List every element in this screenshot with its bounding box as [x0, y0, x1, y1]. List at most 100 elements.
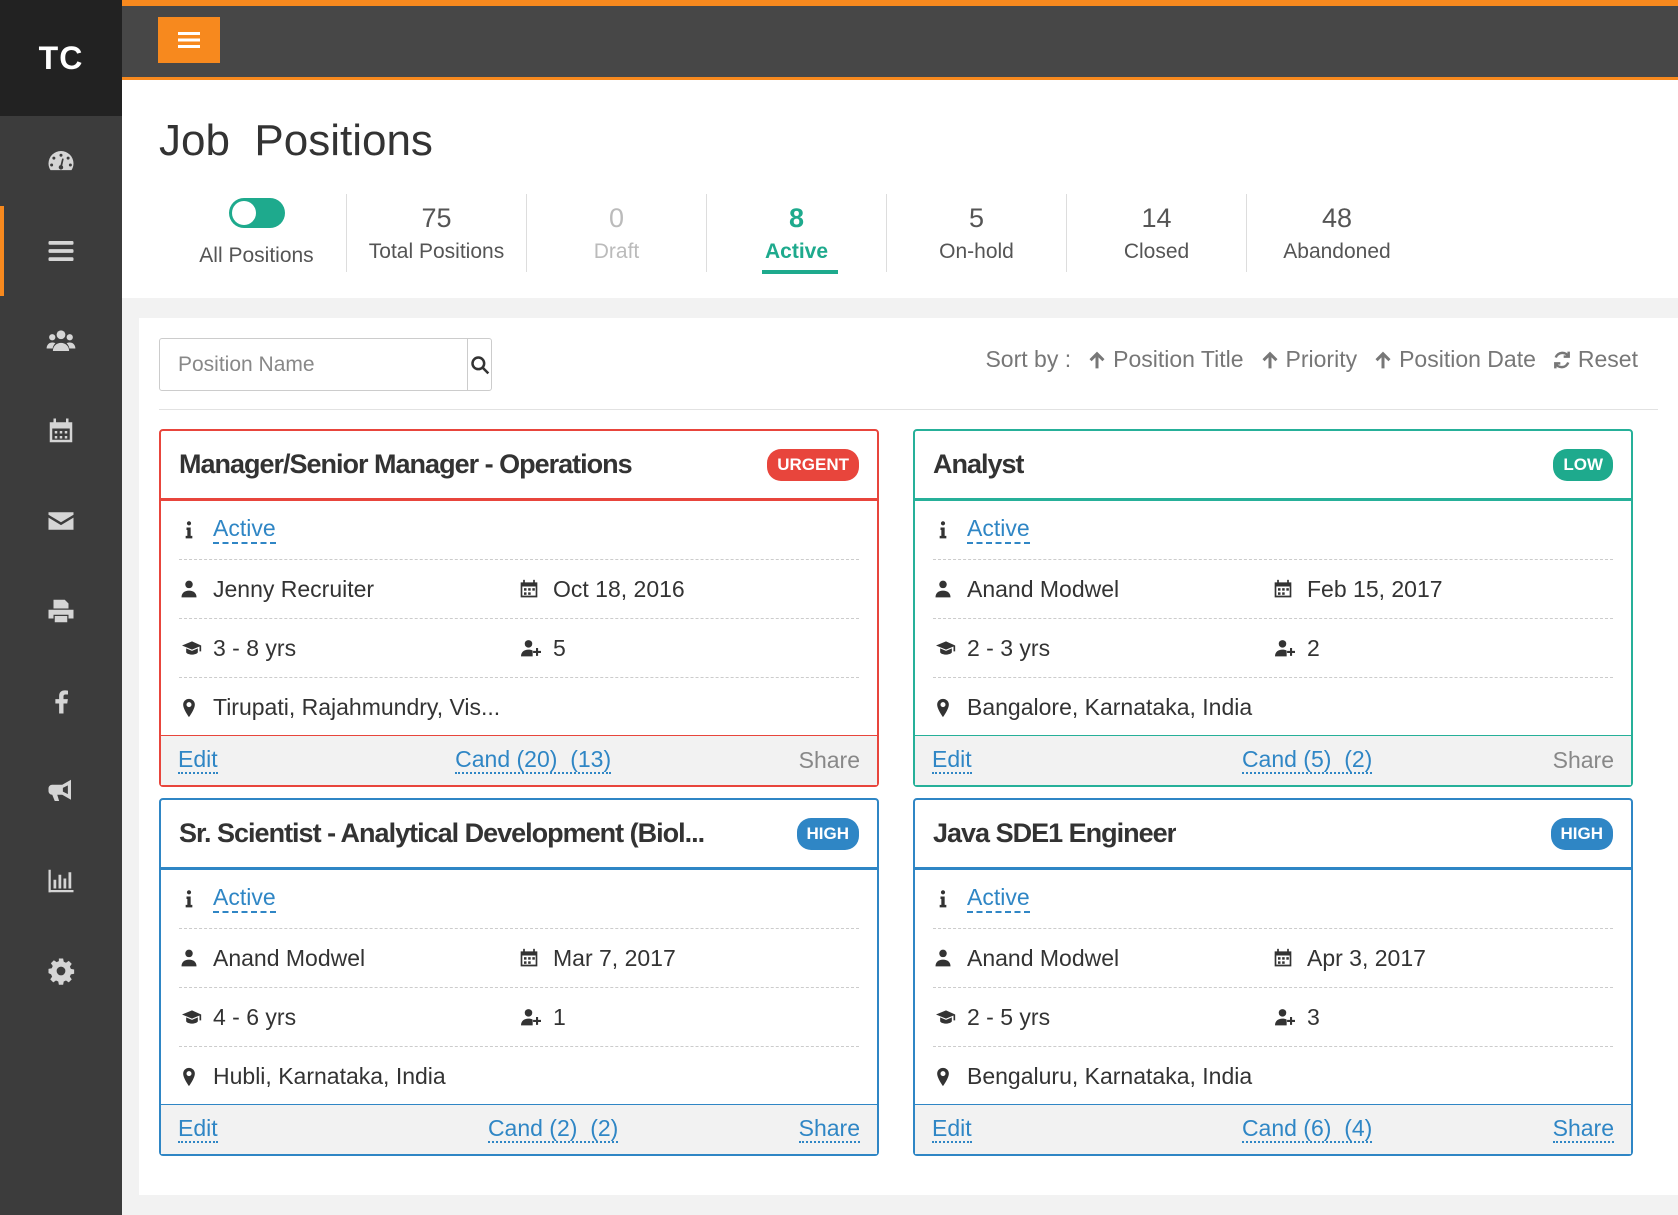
- filter-count: 5: [968, 202, 985, 233]
- divider: [159, 409, 1658, 410]
- sort-item-label: Position Date: [1399, 346, 1536, 372]
- filter-count: 14: [1141, 202, 1172, 233]
- status-row: Active: [933, 501, 1613, 560]
- sort-label: Sort by :: [985, 346, 1072, 372]
- candidates-link[interactable]: Cand (6) (4): [1241, 1115, 1373, 1143]
- sort-by-priority[interactable]: Priority: [1260, 346, 1357, 373]
- experience-range: 4 - 6 yrs: [213, 1003, 297, 1030]
- filter-closed[interactable]: 14 Closed: [1067, 194, 1247, 272]
- location-row: Tirupati, Rajahmundry, Vis...: [179, 678, 859, 737]
- sidebar-item-positions[interactable]: [0, 206, 122, 296]
- edit-link[interactable]: Edit: [178, 1115, 218, 1143]
- sidebar-item-dashboard[interactable]: [0, 116, 122, 206]
- position-card[interactable]: Java SDE1 Engineer HIGH Active Anand Mod…: [913, 798, 1633, 1156]
- filter-count: 48: [1321, 202, 1353, 233]
- megaphone-icon: [48, 779, 71, 801]
- graduation-cap-icon: [182, 1010, 202, 1024]
- filter-label: All Positions: [199, 244, 314, 267]
- status-filter-bar: All Positions 75 Total Positions 0 Draft…: [167, 194, 1427, 274]
- map-marker-icon: [937, 1067, 949, 1086]
- filter-label: On-hold: [939, 239, 1014, 263]
- positions-panel: Sort by : Position Title Priority Positi…: [139, 318, 1678, 1195]
- position-title[interactable]: Sr. Scientist - Analytical Development (…: [179, 818, 705, 848]
- share-link[interactable]: Share: [1552, 747, 1614, 773]
- recruiter-row: Jenny Recruiter Oct 18, 2016: [179, 560, 859, 619]
- arrow-up-icon: [1262, 351, 1278, 368]
- filter-on-hold[interactable]: 5 On-hold: [887, 194, 1067, 272]
- sort-by-date[interactable]: Position Date: [1373, 346, 1536, 373]
- candidates-link[interactable]: Cand (2) (2): [487, 1115, 619, 1143]
- filter-total-positions[interactable]: 75 Total Positions: [347, 194, 527, 272]
- info-icon: [939, 521, 947, 539]
- status-link[interactable]: Active: [967, 885, 1030, 913]
- edit-link[interactable]: Edit: [932, 1115, 972, 1143]
- sidebar-item-candidates[interactable]: [0, 296, 122, 386]
- sidebar-item-calendar[interactable]: [0, 386, 122, 476]
- search-button[interactable]: [467, 339, 491, 390]
- recruiter-name: Anand Modwel: [213, 944, 366, 971]
- search-box: [159, 338, 492, 391]
- sort-item-label: Position Title: [1113, 346, 1244, 372]
- recruiter-name: Anand Modwel: [967, 944, 1120, 971]
- position-card[interactable]: Manager/Senior Manager - Operations URGE…: [159, 429, 879, 787]
- status-link[interactable]: Active: [213, 885, 276, 913]
- sidebar-item-settings[interactable]: [0, 926, 122, 1016]
- card-header: Java SDE1 Engineer HIGH: [915, 800, 1631, 870]
- recruiter-name: Anand Modwel: [967, 575, 1120, 602]
- card-header: Analyst LOW: [915, 431, 1631, 501]
- share-link[interactable]: Share: [798, 1115, 860, 1143]
- arrow-up-icon: [1375, 351, 1391, 368]
- priority-badge: URGENT: [767, 448, 859, 481]
- menu-toggle-button[interactable]: [158, 17, 220, 63]
- filter-active[interactable]: 8 Active: [707, 194, 887, 274]
- edit-link[interactable]: Edit: [932, 746, 972, 774]
- card-footer: Edit Cand (5) (2) Share: [915, 735, 1631, 785]
- search-input[interactable]: [160, 339, 467, 390]
- info-icon: [185, 890, 193, 908]
- all-positions-toggle[interactable]: [228, 198, 285, 228]
- status-link[interactable]: Active: [967, 516, 1030, 544]
- filter-abandoned[interactable]: 48 Abandoned: [1247, 194, 1427, 272]
- app-logo[interactable]: TC: [0, 0, 122, 116]
- position-title[interactable]: Analyst: [933, 449, 1024, 479]
- filter-draft[interactable]: 0 Draft: [527, 194, 707, 272]
- candidates-link[interactable]: Cand (5) (2): [1241, 746, 1373, 774]
- filter-all-positions[interactable]: All Positions: [167, 194, 347, 272]
- status-row: Active: [179, 870, 859, 929]
- calendar-icon: [520, 579, 538, 598]
- position-title[interactable]: Manager/Senior Manager - Operations: [179, 449, 632, 479]
- details-row: 2 - 3 yrs 2: [933, 619, 1613, 678]
- sidebar-item-facebook[interactable]: [0, 656, 122, 746]
- recruiter-row: Anand Modwel Feb 15, 2017: [933, 560, 1613, 619]
- info-icon: [185, 521, 193, 539]
- status-link[interactable]: Active: [213, 516, 276, 544]
- filter-count: 8: [788, 202, 805, 233]
- sort-by-title[interactable]: Position Title: [1087, 346, 1244, 373]
- position-card[interactable]: Analyst LOW Active Anand Modwel Feb 15, …: [913, 429, 1633, 787]
- share-link[interactable]: Share: [1552, 1115, 1614, 1143]
- sidebar-item-campaigns[interactable]: [0, 746, 122, 836]
- priority-badge: HIGH: [796, 817, 859, 850]
- sidebar-item-reports[interactable]: [0, 836, 122, 926]
- calendar-icon: [1274, 948, 1292, 967]
- graduation-cap-icon: [182, 641, 202, 655]
- sidebar-item-mail[interactable]: [0, 476, 122, 566]
- candidates-link[interactable]: Cand (20) (13): [455, 746, 612, 774]
- calendar-icon: [1274, 579, 1292, 598]
- mail-icon: [48, 512, 74, 530]
- filter-label: Active: [764, 239, 829, 263]
- sidebar-item-print[interactable]: [0, 566, 122, 656]
- position-card[interactable]: Sr. Scientist - Analytical Development (…: [159, 798, 879, 1156]
- sort-reset[interactable]: Reset: [1552, 346, 1638, 373]
- graduation-cap-icon: [936, 1010, 956, 1024]
- position-date: Apr 3, 2017: [1307, 944, 1426, 971]
- edit-link[interactable]: Edit: [178, 746, 218, 774]
- users-icon: [46, 330, 76, 351]
- sidebar: TC: [0, 0, 122, 1215]
- facebook-icon: [55, 690, 68, 714]
- position-title[interactable]: Java SDE1 Engineer: [933, 818, 1177, 848]
- recruiter-name: Jenny Recruiter: [213, 575, 375, 602]
- share-link[interactable]: Share: [798, 747, 860, 773]
- filter-count: 75: [421, 202, 452, 233]
- position-date: Oct 18, 2016: [553, 575, 685, 602]
